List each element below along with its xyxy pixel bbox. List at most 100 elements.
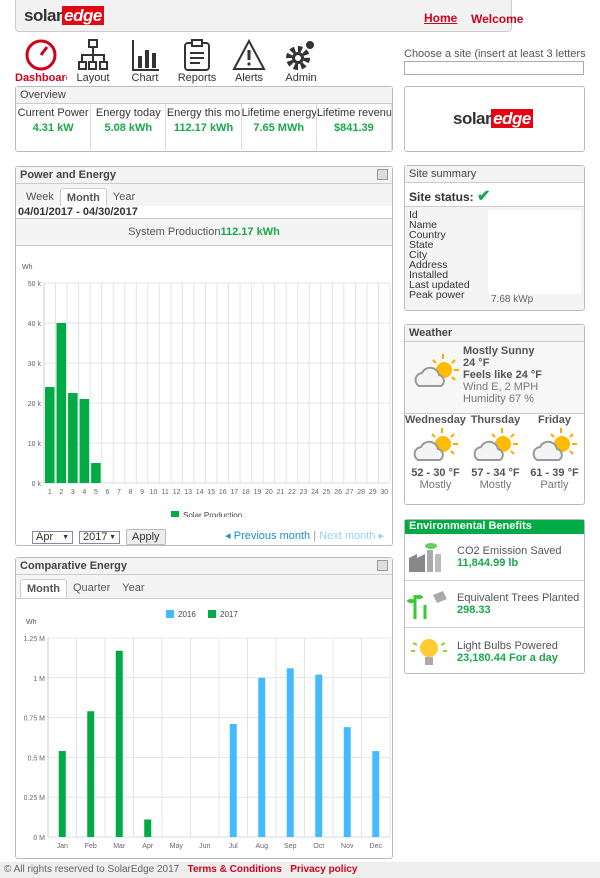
bar xyxy=(144,819,152,837)
bar xyxy=(56,323,67,483)
weather-panel: Weather Mostly Sunny 24 °F Feels like 24… xyxy=(404,324,585,505)
weather-humidity: Humidity 67 % xyxy=(463,393,534,405)
x-tick-label: 19 xyxy=(253,489,261,496)
y-tick-label: 20 k xyxy=(28,401,42,408)
home-link[interactable]: Home xyxy=(424,11,458,25)
power-energy-chart: Wh0 k10 k20 k30 k40 k50 k1 2 3 4 5 6 7 8 9 10 11 12… xyxy=(22,264,391,517)
site-summary-panel: Site summary Site status: ✔ Id Name Countr… xyxy=(404,165,585,311)
x-tick-label: Mar xyxy=(113,843,126,850)
x-tick-label: 9 xyxy=(140,489,144,496)
peak-power-value: 7.68 kWp xyxy=(491,294,534,305)
overview-lifetime-revenue: Lifetime revenu $841.39 xyxy=(317,104,393,150)
y-tick-label: 0.25 M xyxy=(24,795,46,802)
x-tick-label: 24 xyxy=(311,489,319,496)
partly-sunny-icon xyxy=(414,428,459,461)
menu-chart[interactable]: Chart xyxy=(119,38,171,84)
tab-quarter[interactable]: Quarter xyxy=(72,582,111,594)
weather-temp: 24 °F xyxy=(463,357,490,369)
y-tick-label: 0 k xyxy=(32,481,42,488)
site-field-label: State xyxy=(409,239,434,251)
tab-month[interactable]: Month xyxy=(59,188,107,206)
site-search-input[interactable] xyxy=(404,61,584,75)
overview-current-power: Current Power 4.31 kW xyxy=(16,104,92,150)
env-title: Environmental Benefits xyxy=(405,520,584,534)
site-field-label: Country xyxy=(409,229,446,241)
x-tick-label: Dec xyxy=(370,843,383,850)
tab-year[interactable]: Year xyxy=(122,582,145,594)
next-month-link[interactable]: Next month ▸ xyxy=(319,530,384,542)
menu-alerts[interactable]: Alerts xyxy=(223,38,275,84)
x-tick-label: Jul xyxy=(229,843,238,850)
gauge-icon xyxy=(25,39,57,71)
menu-layout[interactable]: Layout xyxy=(67,38,119,84)
y-tick-label: 50 k xyxy=(28,281,42,288)
partly-sunny-icon xyxy=(533,428,578,461)
x-tick-label: Oct xyxy=(313,843,324,850)
site-field-label: Id xyxy=(409,209,418,221)
sitemap-icon xyxy=(78,39,108,70)
y-tick-label: 10 k xyxy=(28,441,42,448)
y-tick-label: 1 M xyxy=(33,676,45,683)
site-field-label: Name xyxy=(409,219,438,231)
site-field-label: Peak power xyxy=(409,289,465,301)
x-tick-label: 23 xyxy=(300,489,308,496)
x-tick-label: Feb xyxy=(85,843,97,850)
export-icon[interactable] xyxy=(377,560,388,571)
bar xyxy=(258,677,266,837)
environmental-benefits-panel: Environmental Benefits CO2 Emission Save… xyxy=(404,519,585,674)
bar xyxy=(286,668,294,837)
clipboard-icon xyxy=(184,39,210,71)
terms-link[interactable]: Terms & Conditions xyxy=(187,864,282,875)
site-details-redacted xyxy=(488,210,581,294)
site-field-label: Installed xyxy=(409,269,449,281)
previous-month-link[interactable]: ◂ Previous month xyxy=(225,530,311,542)
site-field-label: Address xyxy=(409,259,448,271)
month-select[interactable]: Apr ▼ xyxy=(32,530,73,544)
overview-lifetime-energy: Lifetime energy 7.65 MWh xyxy=(242,104,317,150)
legend-label: 2016 xyxy=(178,610,196,619)
site-chooser-label: Choose a site (insert at least 3 letters xyxy=(404,48,586,60)
power-energy-title: Power and Energy xyxy=(16,167,392,184)
tab-week[interactable]: Week xyxy=(26,191,54,203)
site-field-label: Last updated xyxy=(409,279,470,291)
tree-icon xyxy=(407,591,447,619)
year-select[interactable]: 2017 ▼ xyxy=(79,530,120,544)
bar xyxy=(91,463,101,483)
tab-year[interactable]: Year xyxy=(112,191,136,203)
apply-button[interactable]: Apply xyxy=(126,529,166,545)
checkmark-icon: ✔ xyxy=(477,188,491,205)
weather-title: Weather xyxy=(405,325,584,342)
legend-swatch xyxy=(166,610,174,618)
menu-reports[interactable]: Reports xyxy=(171,38,223,84)
overview-title: Overview xyxy=(16,87,392,104)
menu-dashboard[interactable]: Dashboard xyxy=(15,38,67,84)
x-tick-label: 7 xyxy=(117,489,121,496)
forecast-day: Friday 61 - 39 °F Partly xyxy=(530,414,579,491)
x-tick-label: 27 xyxy=(346,489,354,496)
export-icon[interactable] xyxy=(377,169,388,180)
y-tick-label: 0.5 M xyxy=(27,755,45,762)
site-field-label: City xyxy=(409,249,428,261)
y-axis-label: Wh xyxy=(26,619,37,626)
x-tick-label: 12 xyxy=(173,489,181,496)
legend-swatch xyxy=(171,511,179,517)
legend-label: Solar Production xyxy=(183,511,242,517)
top-bar: solar edge Home Welcome xyxy=(15,0,523,32)
x-tick-label: 18 xyxy=(242,489,250,496)
bar xyxy=(229,723,237,837)
tab-month[interactable]: Month xyxy=(20,579,67,598)
x-tick-label: 6 xyxy=(105,489,109,496)
x-tick-label: 26 xyxy=(334,489,342,496)
privacy-link[interactable]: Privacy policy xyxy=(290,864,358,875)
solaredge-logo[interactable]: solar edge xyxy=(24,6,104,25)
bar xyxy=(79,399,90,483)
x-tick-label: 30 xyxy=(380,489,388,496)
legend-swatch xyxy=(208,610,216,618)
welcome-text: Welcome xyxy=(471,12,524,26)
menu-admin[interactable]: Admin xyxy=(275,38,327,84)
x-tick-label: 3 xyxy=(71,489,75,496)
x-tick-label: 8 xyxy=(129,489,133,496)
env-co2: CO2 Emission Saved 11,844.99 lb xyxy=(405,534,584,581)
site-status: Site status: ✔ xyxy=(405,183,584,207)
y-tick-label: 40 k xyxy=(28,321,42,328)
